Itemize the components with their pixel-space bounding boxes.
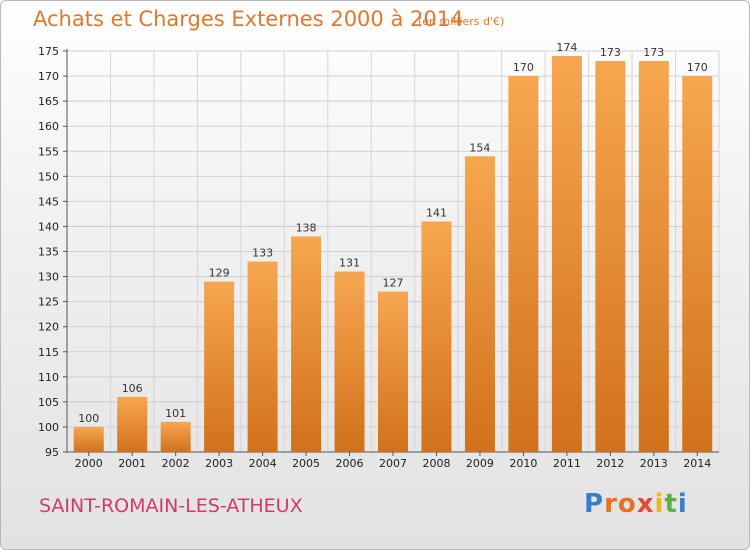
y-tick-label: 100 xyxy=(38,421,59,434)
data-label: 174 xyxy=(556,41,577,54)
bar xyxy=(117,396,148,452)
x-tick-label: 2009 xyxy=(466,457,494,470)
y-tick-label: 155 xyxy=(38,145,59,158)
x-tick-label: 2001 xyxy=(118,457,146,470)
data-label: 129 xyxy=(209,267,230,280)
data-label: 100 xyxy=(78,412,99,425)
x-tick-label: 2012 xyxy=(596,457,624,470)
bar xyxy=(204,281,235,452)
bar xyxy=(291,236,322,452)
y-tick-label: 125 xyxy=(38,296,59,309)
bars xyxy=(73,56,713,453)
x-tick-label: 2008 xyxy=(422,457,450,470)
logo-letter: P xyxy=(584,489,605,519)
data-label: 106 xyxy=(122,382,143,395)
bar xyxy=(247,261,278,452)
y-tick-label: 105 xyxy=(38,396,59,409)
data-label: 101 xyxy=(165,407,186,420)
logo-letter: i xyxy=(677,489,688,519)
chart-subtitle: (en milliers d'€) xyxy=(418,15,505,28)
data-label: 173 xyxy=(643,46,664,59)
bar xyxy=(464,156,495,452)
logo-letter: r xyxy=(604,489,618,519)
bar xyxy=(421,221,452,452)
y-tick-label: 145 xyxy=(38,195,59,208)
x-tick-label: 2006 xyxy=(336,457,364,470)
y-tick-label: 120 xyxy=(38,321,59,334)
logo-letter: t xyxy=(664,489,678,519)
y-tick-label: 140 xyxy=(38,220,59,233)
bar xyxy=(334,271,365,452)
logo-letter: o xyxy=(617,489,637,519)
x-tick-label: 2011 xyxy=(553,457,581,470)
bar xyxy=(160,421,191,452)
y-tick-label: 130 xyxy=(38,271,59,284)
bar xyxy=(508,76,539,452)
proxiti-logo: Proxiti xyxy=(584,489,688,519)
data-label: 133 xyxy=(252,247,273,260)
data-label: 170 xyxy=(687,61,708,74)
bar xyxy=(73,426,104,452)
chart-title: Achats et Charges Externes 2000 à 2014 xyxy=(33,7,464,31)
data-label: 173 xyxy=(600,46,621,59)
y-tick-label: 175 xyxy=(38,45,59,58)
data-label: 170 xyxy=(513,61,534,74)
x-tick-label: 2005 xyxy=(292,457,320,470)
data-label: 154 xyxy=(469,141,490,154)
y-tick-label: 110 xyxy=(38,371,59,384)
data-labels: 100 106 101 129 133 138 131 127 141 154 170 174 173 1… xyxy=(78,41,708,425)
data-label: 141 xyxy=(426,206,447,219)
y-tick-label: 165 xyxy=(38,95,59,108)
y-tick-label: 95 xyxy=(45,446,59,459)
y-tick-label: 150 xyxy=(38,170,59,183)
logo-letter: i xyxy=(654,489,665,519)
y-tick-label: 115 xyxy=(38,346,59,359)
x-tick-label: 2004 xyxy=(249,457,277,470)
data-label: 127 xyxy=(383,277,404,290)
bar xyxy=(638,61,669,453)
x-tick-label: 2002 xyxy=(162,457,190,470)
bar xyxy=(595,61,626,453)
x-tick-label: 2014 xyxy=(683,457,711,470)
bar xyxy=(551,56,582,452)
data-label: 131 xyxy=(339,257,360,270)
y-tick-label: 160 xyxy=(38,120,59,133)
x-tick-label: 2003 xyxy=(205,457,233,470)
x-tick-label: 2010 xyxy=(509,457,537,470)
commune-name: SAINT-ROMAIN-LES-ATHEUX xyxy=(39,495,303,517)
logo-letter: x xyxy=(636,489,655,519)
data-label: 138 xyxy=(296,221,317,234)
x-tick-label: 2000 xyxy=(75,457,103,470)
x-tick-label: 2007 xyxy=(379,457,407,470)
bar xyxy=(378,291,408,452)
y-tick-label: 135 xyxy=(38,246,59,259)
x-tick-label: 2013 xyxy=(640,457,668,470)
bar xyxy=(682,76,713,452)
y-tick-label: 170 xyxy=(38,70,59,83)
